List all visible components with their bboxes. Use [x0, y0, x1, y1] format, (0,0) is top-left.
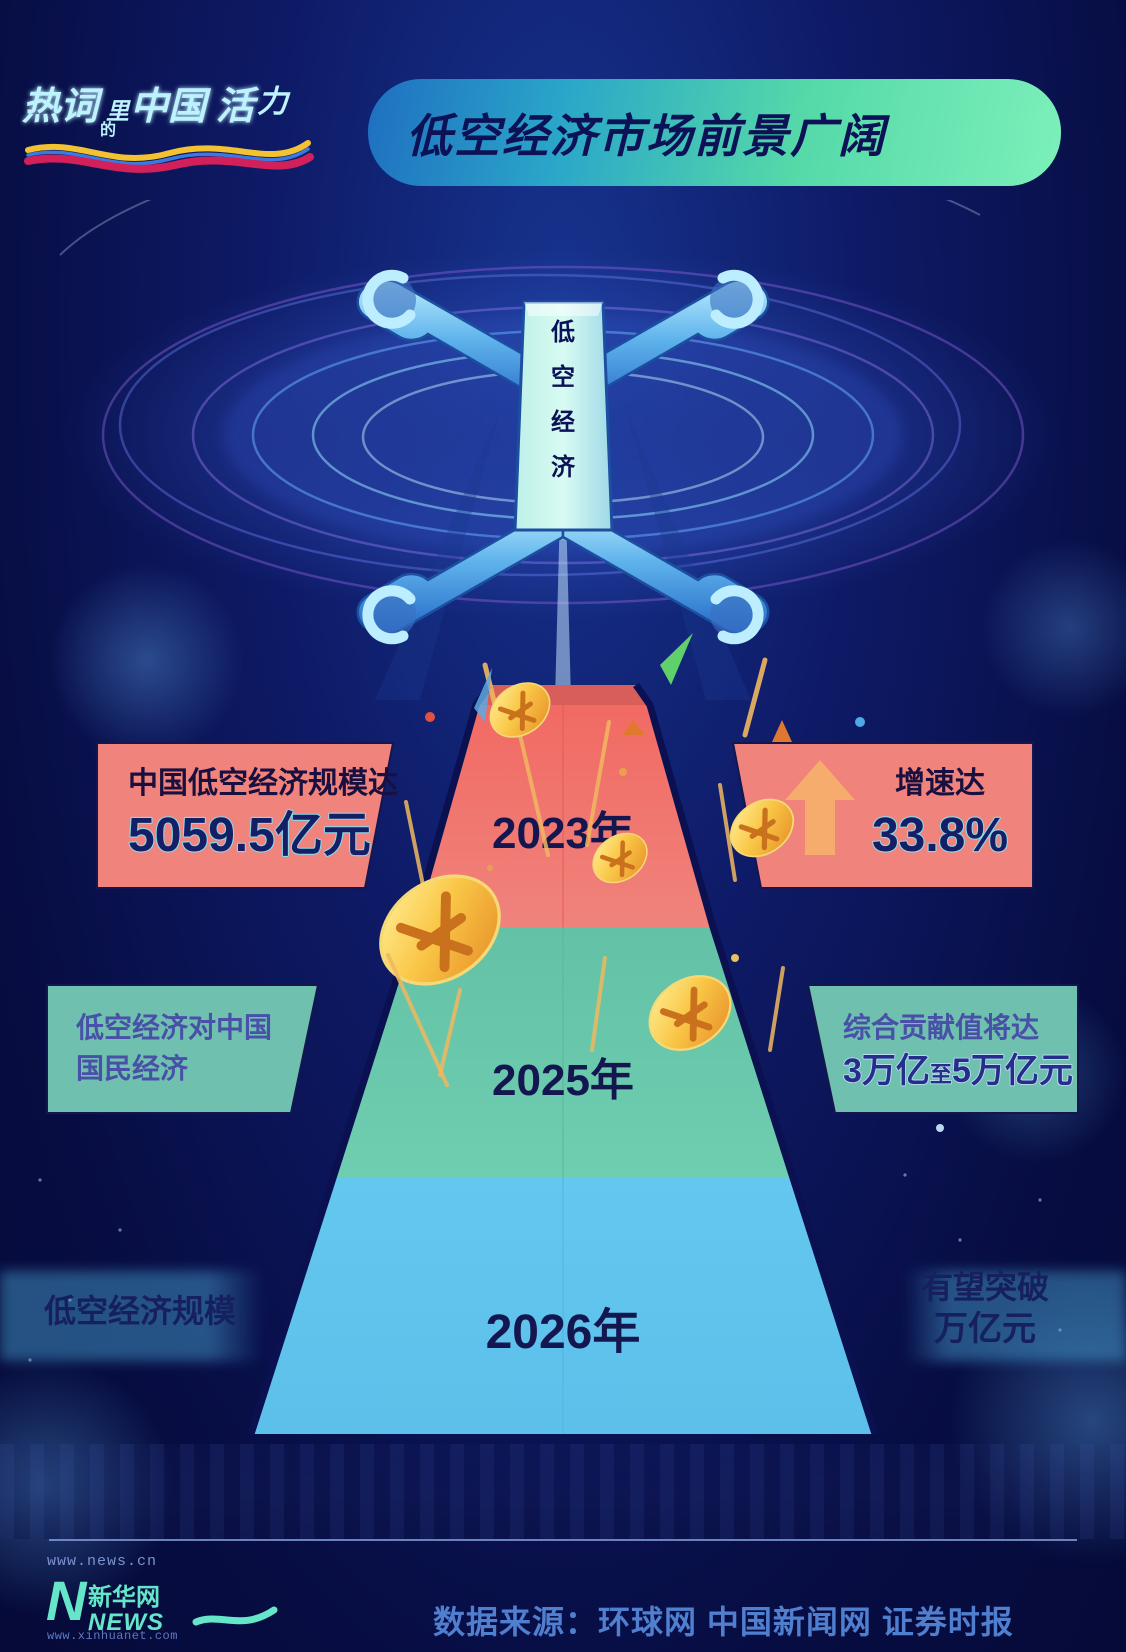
- svg-text:N: N: [46, 1572, 88, 1632]
- svg-text:国民经济: 国民经济: [76, 1052, 189, 1084]
- svg-text:2026年: 2026年: [486, 1306, 641, 1359]
- svg-text:低空经济规模: 低空经济规模: [44, 1293, 236, 1329]
- svg-text:2025年: 2025年: [492, 1056, 634, 1105]
- svg-text:综合贡献值将达: 综合贡献值将达: [843, 1011, 1039, 1043]
- svg-text:低空经济对中国: 低空经济对中国: [75, 1011, 272, 1043]
- svg-text:33.8%: 33.8%: [872, 809, 1008, 862]
- svg-text:万亿元: 万亿元: [934, 1310, 1036, 1348]
- svg-text:有望突破: 有望突破: [921, 1269, 1049, 1305]
- svg-text:新华网: 新华网: [88, 1583, 160, 1611]
- svg-text:5059.5亿元: 5059.5亿元: [128, 809, 371, 862]
- svg-text:3万亿至5万亿元: 3万亿至5万亿元: [843, 1052, 1073, 1090]
- svg-text:增速达: 增速达: [895, 767, 985, 800]
- svg-text:中国低空经济规模达: 中国低空经济规模达: [128, 766, 398, 800]
